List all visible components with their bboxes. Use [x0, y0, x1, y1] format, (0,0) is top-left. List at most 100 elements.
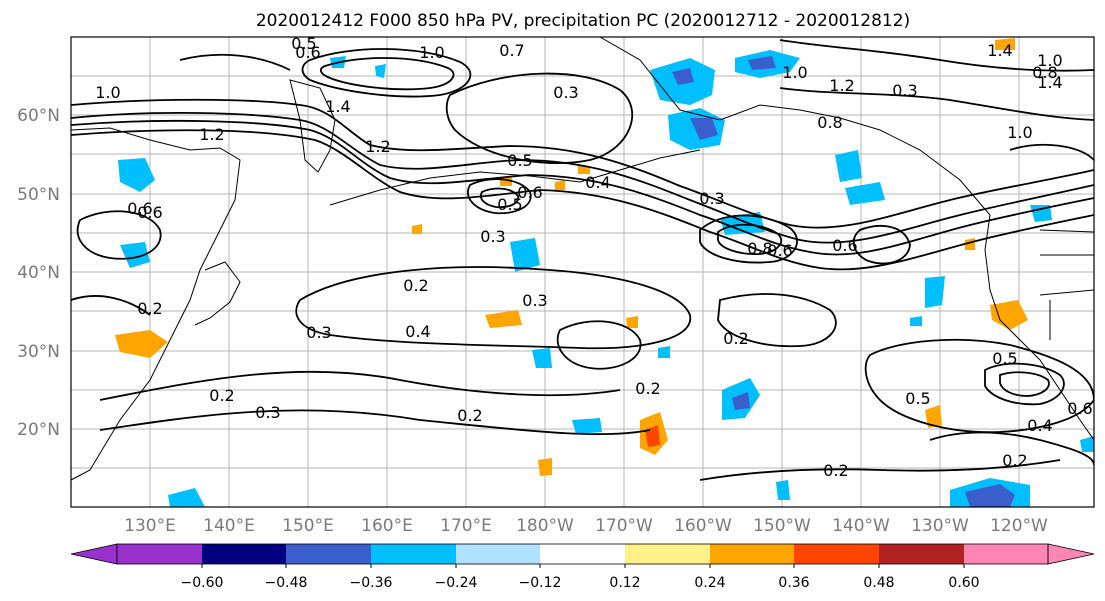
coastline-north-america — [984, 214, 1094, 441]
pv-contour — [1009, 143, 1094, 161]
contour-label: 0.2 — [457, 406, 482, 425]
lon-label: 160°E — [361, 516, 413, 536]
precip-negative-area — [375, 64, 386, 78]
coastline-aleutians — [329, 149, 701, 206]
lon-label: 140°W — [832, 516, 890, 536]
contour-label: 0.2 — [635, 379, 660, 398]
contour-label: 0.3 — [553, 83, 578, 102]
contour-label: 0.4 — [405, 322, 430, 341]
colorbar-bin — [286, 544, 371, 564]
colorbar-tick-label: 0.60 — [948, 575, 979, 591]
coastline-kamchatka — [289, 79, 336, 173]
contour-label: 0.6 — [1067, 399, 1092, 418]
contour-label: 0.5 — [291, 34, 316, 53]
contour-label: 1.0 — [1037, 51, 1062, 70]
colorbar-bin — [964, 544, 1048, 564]
colorbar-bin — [879, 544, 964, 564]
colorbar-tick-label: −0.24 — [435, 575, 478, 591]
lon-label: 120°W — [990, 516, 1048, 536]
precip-positive-area — [412, 224, 422, 234]
lon-label: 130°E — [124, 516, 176, 536]
pv-contour — [864, 338, 1094, 434]
lon-label: 170°W — [595, 516, 653, 536]
pv-contour — [480, 187, 520, 209]
pv-contour — [71, 129, 1094, 271]
contour-label: 1.0 — [782, 63, 807, 82]
precip-negative-area — [572, 418, 602, 434]
pv-contours — [71, 39, 1094, 481]
lon-label: 150°W — [753, 516, 811, 536]
lon-label: 160°W — [674, 516, 732, 536]
pv-contour — [99, 409, 651, 436]
contour-label: 1.0 — [95, 83, 120, 102]
precip-positive-area — [626, 316, 638, 328]
precip-strong-negative-area — [732, 392, 750, 410]
precip-positive-area — [538, 458, 552, 476]
contour-label: 0.6 — [137, 203, 162, 222]
precip-shading — [115, 38, 1094, 507]
pv-contour — [99, 370, 621, 401]
pv-contour — [556, 320, 642, 370]
colorbar-tick-label: −0.36 — [350, 575, 393, 591]
colorbar-bin — [625, 544, 710, 564]
precip-strong-negative-area — [672, 68, 694, 85]
contour-label: 0.4 — [585, 173, 610, 192]
precip-positive-area — [115, 330, 168, 358]
pv-contour — [467, 178, 532, 215]
colorbar-tick-label: −0.48 — [265, 575, 308, 591]
lon-label: 140°E — [203, 516, 255, 536]
figure-title: 2020012412 F000 850 hPa PV, precipitatio… — [256, 11, 910, 31]
contour-label: 0.2 — [723, 329, 748, 348]
contour-label: 1.4 — [987, 41, 1012, 60]
precip-negative-area — [910, 316, 922, 326]
colorbar-bin — [794, 544, 879, 564]
pv-contour — [445, 72, 634, 165]
precip-negative-area — [510, 238, 540, 272]
precip-negative-area — [776, 480, 790, 500]
contour-label: 0.2 — [137, 299, 162, 318]
pv-contour — [984, 362, 1065, 406]
pv-contour — [699, 459, 1061, 481]
precip-negative-area — [532, 348, 552, 368]
contour-label: 0.2 — [209, 386, 234, 405]
colorbar-bin — [371, 544, 456, 564]
contour-label: 0.6 — [127, 199, 152, 218]
precip-negative-area — [118, 158, 155, 192]
lat-label: 40°N — [17, 263, 60, 283]
contour-label: 0.2 — [823, 461, 848, 480]
pv-contour — [779, 87, 1094, 121]
coastline-alaska — [599, 37, 991, 216]
colorbar-bin — [117, 544, 202, 564]
precip-positive-area — [555, 180, 565, 190]
contour-label: 0.6 — [832, 236, 857, 255]
precip-strong-negative-area — [965, 484, 1015, 507]
colorbar-tick-label: 0.36 — [778, 575, 809, 591]
colorbar-bin — [202, 544, 286, 564]
pv-contour — [999, 371, 1050, 397]
coastline-japan — [194, 261, 241, 326]
pv-contour — [929, 431, 1094, 466]
colorbar-tick-label: 0.24 — [694, 575, 725, 591]
colorbar-tick-label: −0.60 — [181, 575, 224, 591]
pv-contour — [319, 57, 455, 91]
contour-label: 0.7 — [499, 41, 524, 60]
precip-positive-area — [925, 405, 942, 428]
precip-positive-area — [485, 310, 522, 328]
pv-contour — [179, 53, 291, 71]
pv-contour — [71, 98, 1094, 229]
pv-contour — [71, 295, 151, 316]
contour-label: 0.8 — [1032, 63, 1057, 82]
colorbar-tick-label: 0.12 — [609, 575, 640, 591]
contour-label: 0.6 — [767, 241, 792, 260]
precip-negative-area — [168, 488, 205, 507]
contour-label: 1.0 — [1007, 123, 1032, 142]
contour-label: 0.3 — [255, 403, 280, 422]
precip-negative-area — [720, 212, 765, 235]
contour-label: 0.4 — [1027, 416, 1052, 435]
contour-label: 1.0 — [419, 43, 444, 62]
colorbar-extend-high — [1047, 543, 1095, 565]
precip-strong-negative-area — [690, 118, 718, 140]
lon-label: 180°W — [516, 516, 574, 536]
contour-label: 0.3 — [522, 291, 547, 310]
